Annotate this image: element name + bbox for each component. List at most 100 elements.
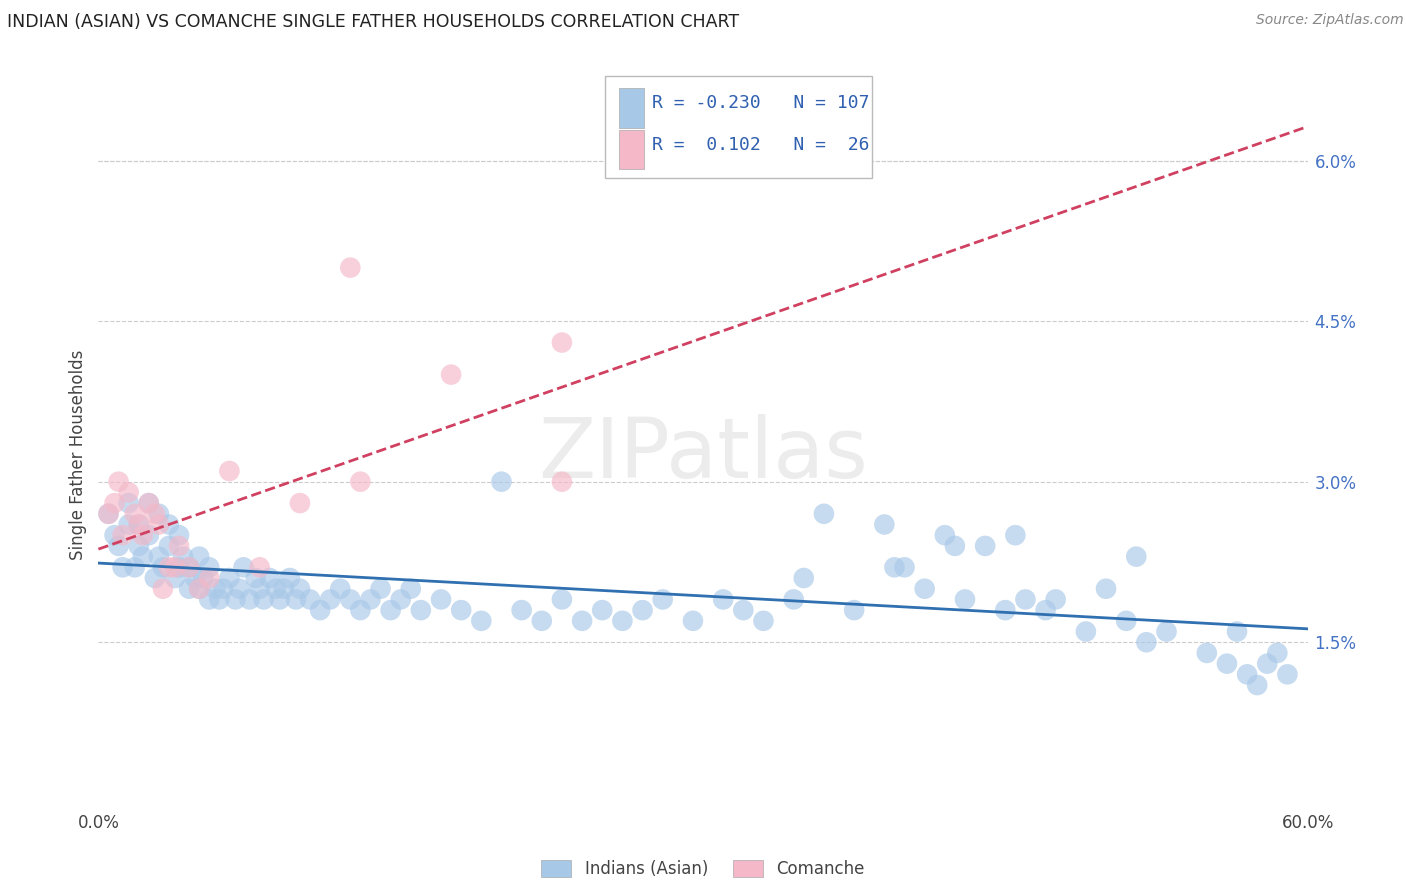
Point bbox=[167, 528, 190, 542]
Point bbox=[1246, 678, 1268, 692]
Point bbox=[128, 517, 150, 532]
Point bbox=[339, 260, 361, 275]
Point bbox=[491, 475, 513, 489]
Point bbox=[198, 560, 221, 574]
Point bbox=[179, 560, 201, 574]
Point bbox=[278, 571, 301, 585]
Point bbox=[631, 603, 654, 617]
Point bbox=[198, 592, 221, 607]
Point bbox=[111, 560, 134, 574]
Point bbox=[1014, 592, 1036, 607]
Point bbox=[245, 571, 267, 585]
Point bbox=[299, 592, 322, 607]
Point bbox=[914, 582, 936, 596]
Point bbox=[179, 582, 201, 596]
Point bbox=[1074, 624, 1097, 639]
Point bbox=[179, 560, 201, 574]
Point bbox=[157, 560, 180, 574]
Point bbox=[167, 560, 190, 574]
Point bbox=[591, 603, 613, 617]
Point bbox=[188, 582, 211, 596]
Point bbox=[370, 582, 392, 596]
Point bbox=[994, 603, 1017, 617]
Point bbox=[1115, 614, 1137, 628]
Point bbox=[893, 560, 915, 574]
Point bbox=[1156, 624, 1178, 639]
Point bbox=[1267, 646, 1289, 660]
Point bbox=[138, 528, 160, 542]
Point bbox=[118, 517, 141, 532]
Point bbox=[143, 507, 166, 521]
Point bbox=[1125, 549, 1147, 564]
Point bbox=[152, 560, 174, 574]
Point bbox=[349, 603, 371, 617]
Point bbox=[148, 507, 170, 521]
Point bbox=[157, 539, 180, 553]
Point bbox=[249, 560, 271, 574]
Text: R = -0.230   N = 107: R = -0.230 N = 107 bbox=[652, 94, 870, 112]
Point bbox=[264, 582, 287, 596]
Point bbox=[157, 517, 180, 532]
Text: ZIPatlas: ZIPatlas bbox=[538, 415, 868, 495]
Point bbox=[128, 539, 150, 553]
Point bbox=[844, 603, 866, 617]
Point bbox=[430, 592, 453, 607]
Point bbox=[218, 464, 240, 478]
Point bbox=[239, 592, 262, 607]
Point bbox=[103, 496, 125, 510]
Point bbox=[450, 603, 472, 617]
Point bbox=[349, 475, 371, 489]
Point bbox=[682, 614, 704, 628]
Point bbox=[1236, 667, 1258, 681]
Legend: Indians (Asian), Comanche: Indians (Asian), Comanche bbox=[534, 854, 872, 885]
Point bbox=[107, 539, 129, 553]
Point bbox=[793, 571, 815, 585]
Point bbox=[204, 582, 226, 596]
Point bbox=[132, 528, 155, 542]
Point bbox=[953, 592, 976, 607]
Point bbox=[1195, 646, 1218, 660]
Text: INDIAN (ASIAN) VS COMANCHE SINGLE FATHER HOUSEHOLDS CORRELATION CHART: INDIAN (ASIAN) VS COMANCHE SINGLE FATHER… bbox=[7, 13, 740, 31]
Point bbox=[148, 517, 170, 532]
Point bbox=[409, 603, 432, 617]
Point bbox=[132, 549, 155, 564]
Point bbox=[389, 592, 412, 607]
Point bbox=[228, 582, 250, 596]
Point bbox=[551, 335, 574, 350]
Point bbox=[97, 507, 120, 521]
Point bbox=[530, 614, 553, 628]
Point bbox=[974, 539, 997, 553]
Point bbox=[813, 507, 835, 521]
Point bbox=[510, 603, 533, 617]
Point bbox=[733, 603, 755, 617]
Point bbox=[269, 592, 291, 607]
Point bbox=[152, 582, 174, 596]
Point bbox=[873, 517, 896, 532]
Point bbox=[128, 517, 150, 532]
Point bbox=[259, 571, 281, 585]
Point bbox=[172, 549, 194, 564]
Point bbox=[1216, 657, 1239, 671]
Point bbox=[360, 592, 382, 607]
Text: Source: ZipAtlas.com: Source: ZipAtlas.com bbox=[1256, 13, 1403, 28]
Point bbox=[193, 571, 215, 585]
Point bbox=[1226, 624, 1249, 639]
Point bbox=[111, 528, 134, 542]
Point bbox=[273, 582, 295, 596]
Point bbox=[883, 560, 905, 574]
Point bbox=[339, 592, 361, 607]
Point bbox=[711, 592, 734, 607]
Point bbox=[212, 582, 235, 596]
Point bbox=[309, 603, 332, 617]
Point bbox=[440, 368, 463, 382]
Point bbox=[253, 592, 276, 607]
Point bbox=[184, 571, 207, 585]
Point bbox=[551, 475, 574, 489]
Point bbox=[232, 560, 254, 574]
Point bbox=[148, 549, 170, 564]
Point bbox=[224, 592, 246, 607]
Point bbox=[651, 592, 673, 607]
Text: R =  0.102   N =  26: R = 0.102 N = 26 bbox=[652, 136, 870, 154]
Point bbox=[1095, 582, 1118, 596]
Point bbox=[1135, 635, 1157, 649]
